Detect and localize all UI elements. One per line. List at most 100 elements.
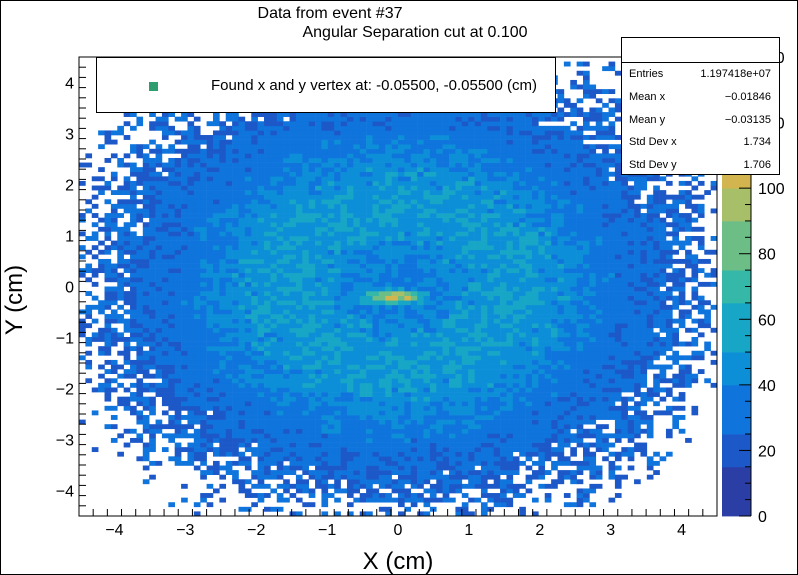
heatmap-cell <box>264 190 271 195</box>
heatmap-cell <box>468 424 475 430</box>
heatmap-cell <box>270 373 278 379</box>
heatmap-cell <box>417 442 424 448</box>
heatmap-cell <box>404 281 412 287</box>
heatmap-cell <box>410 135 418 140</box>
heatmap-cell <box>391 268 399 274</box>
heatmap-cell <box>123 373 131 379</box>
heatmap-cell <box>283 369 290 375</box>
heatmap-cell <box>468 309 475 315</box>
heatmap-cell <box>417 213 424 218</box>
heatmap-cell <box>327 456 335 462</box>
heatmap-cell <box>449 396 456 402</box>
heatmap-cell <box>295 309 303 315</box>
heatmap-cell <box>404 222 412 228</box>
heatmap-cell <box>404 350 412 356</box>
heatmap-cell <box>270 488 278 494</box>
heatmap-cell <box>449 291 456 296</box>
heatmap-cell <box>353 405 361 411</box>
heatmap-cell <box>340 148 348 154</box>
heatmap-cell <box>359 167 367 173</box>
heatmap-cell <box>455 258 463 264</box>
heatmap-cell <box>283 309 290 315</box>
heatmap-cell <box>429 387 437 393</box>
heatmap-cell <box>193 222 201 228</box>
heatmap-cell <box>142 369 150 375</box>
heatmap-cell <box>359 176 367 182</box>
heatmap-cell <box>206 222 214 228</box>
heatmap-cell <box>308 144 316 150</box>
heatmap-cell <box>289 341 297 347</box>
heatmap-cell <box>346 396 354 402</box>
heatmap-cell <box>212 213 220 218</box>
heatmap-cell <box>181 203 188 209</box>
heatmap-cell <box>212 199 220 205</box>
heatmap-cell <box>149 258 156 264</box>
heatmap-cell <box>474 116 482 122</box>
heatmap-cell <box>327 447 335 453</box>
heatmap-cell <box>442 240 450 246</box>
heatmap-cell <box>130 236 137 241</box>
heatmap-cell <box>174 405 182 411</box>
heatmap-cell <box>251 451 258 457</box>
heatmap-cell <box>174 268 182 274</box>
heatmap-cell <box>474 217 482 223</box>
heatmap-cell <box>353 185 361 191</box>
heatmap-cell <box>391 465 399 471</box>
heatmap-cell <box>455 483 463 489</box>
heatmap-cell <box>480 506 488 512</box>
heatmap-cell <box>480 451 488 457</box>
heatmap-cell <box>123 112 131 117</box>
heatmap-cell <box>232 144 239 150</box>
heatmap-cell <box>251 213 258 218</box>
heatmap-cell <box>136 153 144 159</box>
heatmap-cell <box>423 112 431 117</box>
heatmap-cell <box>136 217 144 223</box>
heatmap-cell <box>168 157 175 163</box>
heatmap-cell <box>276 497 284 503</box>
heatmap-cell <box>117 236 124 241</box>
heatmap-cell <box>308 268 316 274</box>
heatmap-cell <box>315 483 322 489</box>
heatmap-cell <box>295 483 303 489</box>
heatmap-cell <box>302 226 309 232</box>
heatmap-cell <box>136 171 144 177</box>
heatmap-cell <box>174 116 182 122</box>
heatmap-cell <box>429 474 437 480</box>
heatmap-cell <box>366 277 373 283</box>
heatmap-cell <box>187 410 195 416</box>
heatmap-cell <box>264 364 271 370</box>
heatmap-cell <box>85 208 93 214</box>
heatmap-cell <box>327 419 335 425</box>
heatmap-cell <box>436 277 443 283</box>
heatmap-cell <box>436 447 443 453</box>
heatmap-cell <box>283 355 290 361</box>
heatmap-cell <box>289 245 297 251</box>
heatmap-cell <box>378 222 386 228</box>
heatmap-cell <box>417 245 424 251</box>
heatmap-cell <box>257 433 265 439</box>
heatmap-cell <box>270 304 278 310</box>
heatmap-cell <box>251 135 258 140</box>
heatmap-cell <box>193 291 201 296</box>
heatmap-cell <box>206 245 214 251</box>
heatmap-cell <box>321 263 329 269</box>
heatmap-cell <box>366 112 373 117</box>
heatmap-cell <box>238 359 246 365</box>
heatmap-cell <box>225 199 233 205</box>
heatmap-cell <box>461 332 469 338</box>
heatmap-cell <box>327 378 335 384</box>
heatmap-cell <box>398 254 405 260</box>
heatmap-cell <box>212 428 220 434</box>
heatmap-cell <box>244 447 252 453</box>
heatmap-cell <box>264 144 271 150</box>
heatmap-cell <box>442 309 450 315</box>
heatmap-cell <box>206 336 214 342</box>
heatmap-cell <box>181 222 188 228</box>
heatmap-cell <box>480 488 488 494</box>
heatmap-cell <box>449 130 456 136</box>
heatmap-cell <box>410 497 418 503</box>
heatmap-cell <box>232 286 239 292</box>
heatmap-cell <box>315 300 322 306</box>
heatmap-cell <box>238 222 246 228</box>
heatmap-cell <box>212 203 220 209</box>
